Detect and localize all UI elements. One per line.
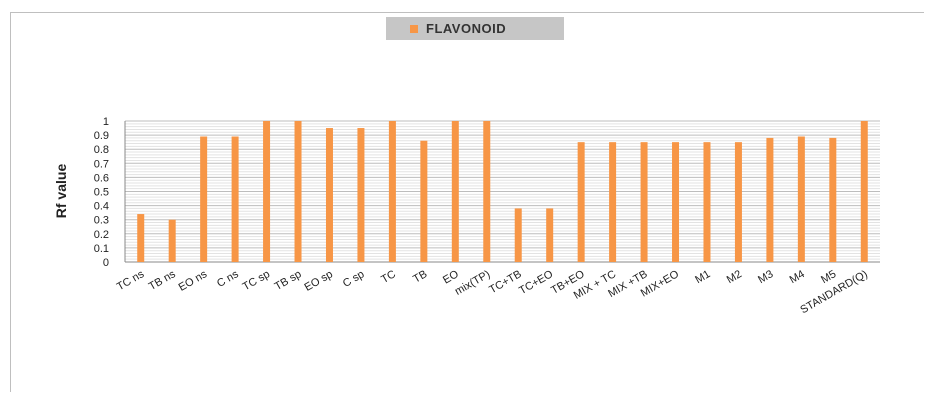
chart-frame — [10, 12, 924, 392]
bar — [325, 128, 333, 262]
bar — [168, 219, 176, 262]
bar — [200, 136, 208, 262]
x-tick-label: C ns — [215, 268, 241, 290]
bar — [420, 140, 428, 262]
x-tick-label: TB — [411, 268, 429, 285]
bars — [137, 121, 868, 262]
x-tick-label: TC sp — [241, 268, 272, 293]
y-tick-label: 0.5 — [94, 187, 109, 199]
bar — [734, 142, 742, 262]
y-tick-label: 0.7 — [94, 158, 109, 170]
bar — [766, 137, 774, 262]
y-tick-label: 0.1 — [94, 243, 109, 255]
bar — [797, 136, 805, 262]
y-tick-label: 0.6 — [94, 172, 109, 184]
bar — [483, 121, 491, 262]
x-tick-label: EO sp — [302, 268, 334, 294]
x-tick-label: EO ns — [177, 268, 210, 294]
bar — [860, 121, 868, 262]
y-tick-label: 0 — [103, 257, 109, 269]
x-tick-label: mix(TP) — [453, 268, 492, 298]
bar — [263, 121, 271, 262]
x-tick-label: TC ns — [115, 268, 147, 293]
x-tick-label: TB sp — [273, 268, 304, 293]
legend: FLAVONOID — [386, 17, 564, 40]
legend-swatch — [410, 24, 418, 33]
bar — [294, 121, 302, 262]
y-tick-label: 0.2 — [94, 229, 109, 241]
x-tick-label: TC+TB — [487, 268, 523, 296]
bar — [546, 208, 554, 262]
bar — [577, 142, 585, 262]
x-tick-label: M4 — [788, 268, 807, 286]
x-tick-label: C sp — [341, 268, 367, 290]
bar — [388, 121, 396, 262]
y-axis-label: Rf value — [53, 164, 69, 219]
y-tick-label: 0.8 — [94, 144, 109, 156]
bar — [829, 137, 837, 262]
y-tick-label: 1 — [103, 116, 109, 128]
x-tick-label: TC — [379, 268, 398, 286]
bar — [357, 128, 365, 262]
bar — [451, 121, 459, 262]
bar — [137, 214, 145, 262]
x-tick-label: M1 — [693, 268, 712, 286]
y-tick-label: 0.4 — [94, 201, 109, 213]
y-tick-labels: 0 0.1 0.2 0.3 0.4 0.5 0.6 0.7 0.8 0.9 1 — [94, 116, 109, 269]
legend-label: FLAVONOID — [426, 21, 507, 36]
gridlines — [124, 120, 880, 263]
y-tick-label: 0.9 — [94, 130, 109, 142]
x-tick-label: TC+EO — [517, 268, 555, 297]
bar — [640, 142, 648, 262]
bar — [514, 208, 522, 262]
y-tick-label: 0.3 — [94, 215, 109, 227]
bar — [231, 136, 239, 262]
bar — [703, 142, 711, 262]
x-tick-label: M3 — [756, 268, 775, 286]
bar — [609, 142, 617, 262]
bar — [672, 142, 680, 262]
x-tick-label: TB ns — [147, 268, 178, 293]
x-tick-label: M2 — [725, 268, 744, 286]
